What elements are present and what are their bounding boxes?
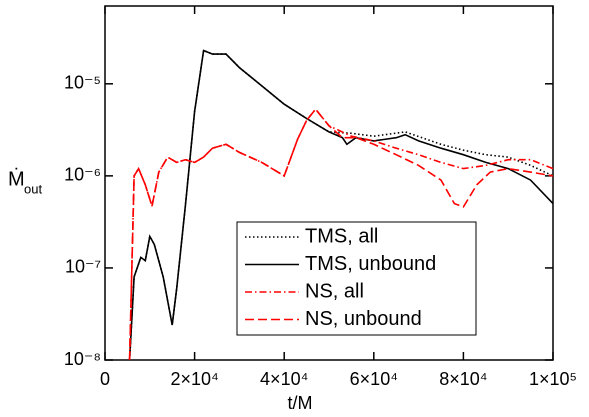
legend-label: TMS, all (305, 225, 378, 247)
x-tick-label: 1×10⁵ (529, 369, 577, 389)
y-tick-label: 10⁻⁸ (64, 349, 101, 369)
x-tick-label: 8×10⁴ (439, 369, 487, 389)
legend-label: NS, unbound (305, 308, 422, 330)
y-axis-label: Ṁ (8, 167, 25, 190)
x-tick-label: 6×10⁴ (350, 369, 398, 389)
y-axis-label-sub: out (24, 181, 42, 196)
legend-label: NS, all (305, 280, 364, 302)
x-axis-label: t/M (288, 393, 313, 413)
x-tick-label: 0 (100, 369, 110, 389)
series-line (128, 49, 554, 361)
series-line (128, 107, 554, 361)
plot-frame (104, 5, 554, 361)
x-tick-label: 4×10⁴ (260, 369, 308, 389)
series-line (128, 49, 554, 361)
x-tick-label: 2×10⁴ (170, 369, 218, 389)
y-tick-label: 10⁻⁵ (64, 73, 101, 93)
y-tick-label: 10⁻⁶ (64, 165, 101, 185)
legend-box (236, 221, 477, 336)
legend-label: TMS, unbound (305, 253, 436, 275)
y-tick-label: 10⁻⁷ (65, 257, 101, 277)
